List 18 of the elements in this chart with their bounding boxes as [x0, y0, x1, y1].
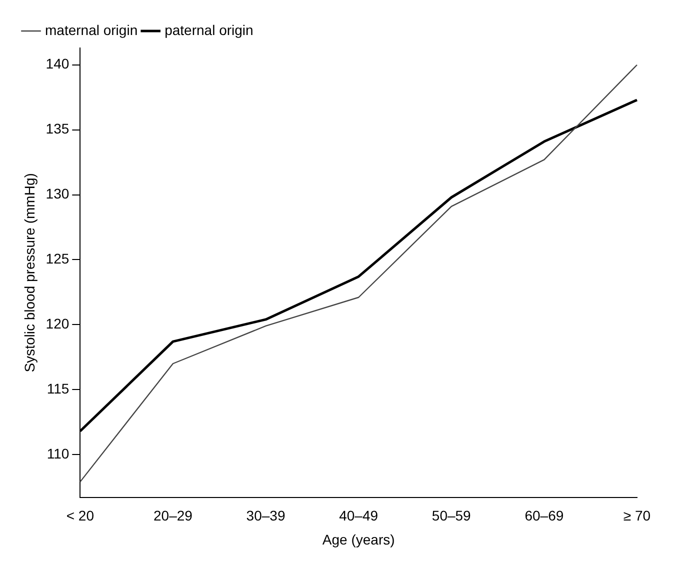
x-tick-label: 20–29 — [153, 508, 193, 524]
y-tick-label: 115 — [46, 380, 70, 396]
y-tick-label: 135 — [46, 120, 70, 137]
x-tick-label: ≥ 70 — [623, 508, 651, 524]
y-tick-label: 110 — [46, 445, 70, 462]
y-tick-label: 125 — [46, 250, 70, 267]
x-tick-label: 30–39 — [246, 508, 286, 524]
y-axis-title: Systolic blood pressure (mmHg) — [21, 173, 38, 372]
x-tick-label: 50–59 — [432, 508, 472, 524]
legend-label: paternal origin — [164, 22, 254, 38]
legend-label: maternal origin — [45, 22, 138, 38]
x-tick-label: 40–49 — [339, 508, 378, 524]
x-tick-label: < 20 — [66, 508, 94, 524]
y-tick-label: 140 — [46, 56, 70, 72]
y-tick-label: 120 — [46, 316, 70, 332]
x-tick-label: 60–69 — [524, 508, 564, 524]
x-axis-title: Age (years) — [322, 531, 395, 548]
y-tick-label: 130 — [46, 186, 70, 202]
